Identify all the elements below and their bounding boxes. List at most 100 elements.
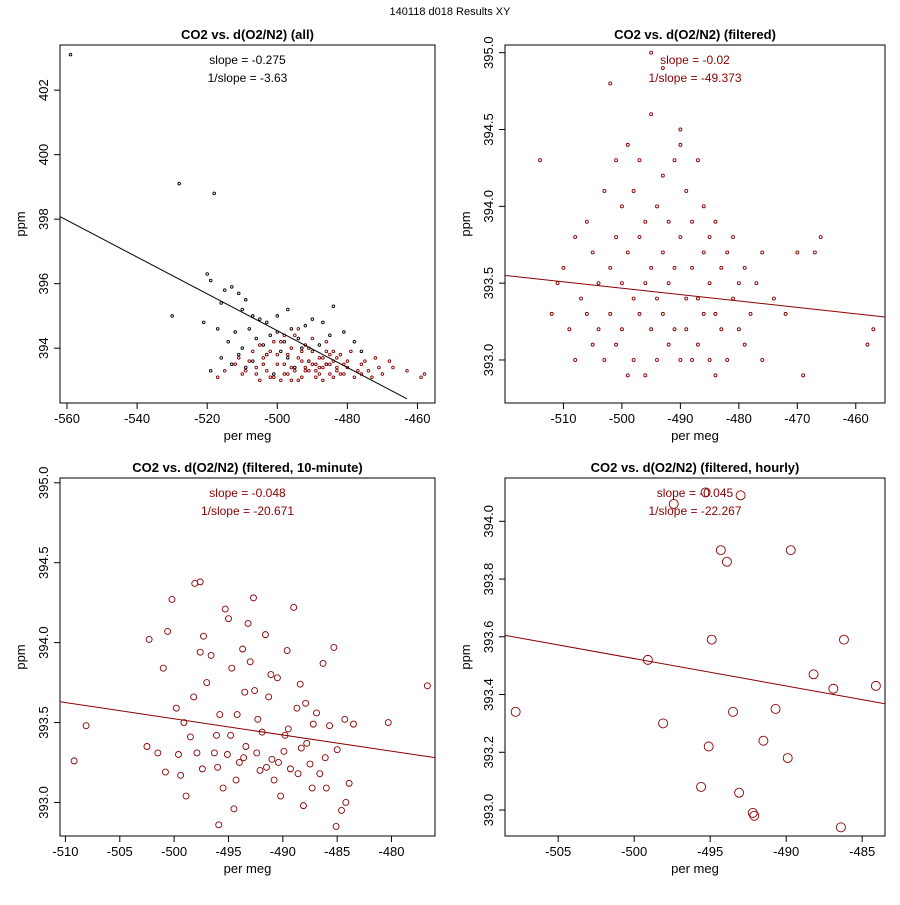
data-point (272, 372, 276, 376)
data-point (719, 327, 724, 332)
data-point (321, 754, 329, 762)
data-point (649, 265, 654, 270)
data-point (223, 751, 231, 758)
x-tick-label: -460 (404, 411, 430, 426)
x-tick-label: -480 (334, 411, 360, 426)
data-point (695, 158, 700, 163)
data-point (782, 753, 793, 763)
data-point (328, 352, 332, 357)
y-tick-label: 394 (36, 337, 51, 359)
data-point (668, 499, 679, 509)
data-point (70, 757, 78, 765)
data-point (345, 779, 353, 787)
data-point (736, 281, 741, 286)
data-point (625, 142, 630, 147)
data-point (265, 320, 269, 325)
data-point (236, 291, 241, 296)
data-point (619, 327, 624, 332)
data-point (785, 545, 796, 556)
data-point (258, 343, 262, 347)
data-point (256, 767, 264, 774)
data-point (279, 378, 283, 383)
data-point (175, 751, 182, 758)
data-point (352, 375, 357, 379)
data-point (590, 250, 595, 255)
data-point (289, 346, 294, 350)
data-point (180, 719, 188, 726)
data-point (240, 372, 244, 376)
data-point (293, 704, 301, 712)
data-point (818, 235, 823, 240)
data-point (649, 50, 654, 55)
plot-frame (59, 44, 436, 404)
data-point (678, 235, 683, 240)
data-point (614, 235, 619, 240)
data-point (701, 204, 706, 209)
data-point (405, 368, 409, 373)
data-point (215, 327, 220, 331)
chart-title: CO2 vs. d(O2/N2) (filtered, hourly) (591, 460, 800, 475)
x-tick-label: -500 (621, 844, 647, 859)
data-point (695, 342, 700, 347)
data-point (695, 296, 700, 301)
data-point (422, 372, 427, 376)
data-point (748, 311, 753, 316)
data-point (643, 219, 648, 224)
data-point (721, 556, 732, 567)
data-point (549, 311, 554, 316)
data-point (316, 770, 324, 778)
data-point (302, 699, 310, 707)
data-point (808, 669, 819, 680)
data-point (713, 373, 718, 378)
data-point (258, 378, 262, 383)
x-tick-label: -490 (667, 411, 693, 426)
data-point (707, 281, 712, 286)
chart-title: CO2 vs. d(O2/N2) (filtered, 10-minute) (132, 460, 362, 475)
fit-line (60, 216, 408, 400)
data-point (229, 362, 234, 367)
plot-area (505, 487, 885, 833)
y-tick-label: 395.0 (36, 467, 51, 500)
data-point (725, 358, 730, 362)
data-point (342, 798, 350, 806)
data-point (246, 658, 254, 666)
data-point (749, 810, 760, 821)
data-point (637, 311, 642, 316)
data-point (619, 281, 624, 286)
data-point (321, 356, 325, 360)
data-point (331, 304, 336, 308)
y-tick-label: 394.0 (481, 190, 496, 223)
data-point (261, 343, 266, 347)
data-point (835, 822, 846, 833)
data-point (275, 352, 280, 357)
data-point (672, 158, 677, 163)
data-point (300, 346, 304, 350)
data-point (289, 327, 294, 331)
data-point (282, 339, 287, 344)
data-point (596, 327, 601, 332)
data-point (331, 349, 336, 354)
data-point (294, 770, 302, 778)
data-point (232, 776, 240, 784)
data-point (706, 634, 717, 645)
data-point (284, 725, 292, 733)
slope-annotation: slope = -0.045 (657, 486, 734, 500)
data-point (608, 311, 613, 316)
data-point (335, 368, 339, 373)
data-point (865, 342, 870, 347)
data-point (296, 378, 301, 383)
plot-area (505, 50, 885, 378)
data-point (290, 604, 298, 611)
data-point (286, 765, 294, 773)
data-point (338, 352, 343, 357)
data-point (268, 349, 273, 354)
data-point (331, 375, 336, 379)
slope-annotation: slope = -0.02 (660, 53, 730, 67)
data-point (690, 265, 695, 270)
data-point (196, 648, 204, 656)
data-point (696, 781, 707, 792)
data-point (303, 323, 308, 328)
data-point (839, 634, 849, 645)
data-point (643, 373, 648, 378)
data-point (596, 281, 601, 286)
